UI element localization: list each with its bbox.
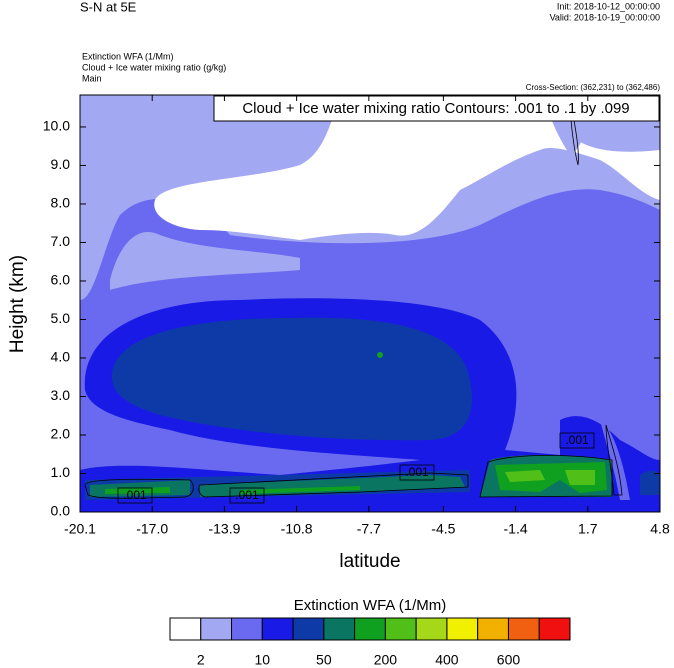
contour-label: .001 [405,465,429,479]
colorbar-swatch [261,617,294,641]
contour-info: Cloud + Ice water mixing ratio Contours:… [242,100,629,117]
x-tick-label: -13.9 [208,521,240,537]
y-tick-label: 6.0 [51,272,71,288]
y-tick-label: 3.0 [51,387,71,403]
info-box [213,95,660,122]
colorbar-title: Extinction WFA (1/Mm) [294,597,447,614]
x-tick-label: -10.8 [281,521,313,537]
x-tick-label: 4.8 [650,521,670,537]
colorbar-swatch [323,617,356,641]
y-tick-label: 8.0 [51,195,71,211]
field-label: Extinction WFA (1/Mm) [82,51,174,61]
y-tick-label: 7.0 [51,233,71,249]
colorbar-swatch [446,617,479,641]
colorbar-swatch [231,617,263,641]
colorbar-swatch [538,617,571,641]
colorbar-label: 200 [374,652,398,668]
y-axis-title: Height (km) [7,255,28,353]
colorbar-swatch [292,617,325,641]
plot-frame [79,94,661,513]
colorbar-label: 400 [435,652,459,668]
colorbar-label: 50 [316,652,332,668]
cross-section: Cross-Section: (362,231) to (362,486) [526,83,661,92]
colorbar-label: 10 [255,652,271,668]
x-tick-label: -17.0 [136,521,168,537]
contour-label: .001 [235,488,259,502]
colorbar-label: 600 [497,652,521,668]
y-tick-label: 4.0 [51,349,71,365]
x-tick-label: 1.7 [578,521,598,537]
contour-labels: .001 .001 .001 .001 [117,432,595,504]
colorbar-swatch [477,617,509,641]
x-tick-label: -7.7 [357,521,381,537]
contour-label: .001 [123,488,147,502]
y-tick-label: 9.0 [51,156,71,172]
field-label: Main [82,73,102,83]
colorbar-swatch [384,617,417,641]
chart-title: S-N at 5E [80,0,137,14]
field-label: Cloud + Ice water mixing ratio (g/kg) [82,62,226,72]
y-tick-label: 5.0 [51,310,71,326]
colorbar-swatch [415,617,448,641]
y-tick-label: 0.0 [51,503,71,519]
contour-fill [80,95,660,512]
y-tick-label: 1.0 [51,464,71,480]
y-tick-label: 2.0 [51,426,71,442]
x-tick-label: -20.1 [64,521,96,537]
colorbar-swatch [507,617,540,641]
colorbar-swatch [354,617,386,641]
colorbar-label: 2 [197,652,205,668]
colorbar-swatch [169,617,202,641]
x-tick-label: -4.5 [431,521,455,537]
x-axis-title: latitude [339,551,400,572]
contour-label: .001 [565,433,589,447]
x-tick-label: -1.4 [504,521,528,537]
init-time: Init: 2018-10-12_00:00:00 [557,1,660,11]
y-tick-label: 10.0 [43,118,70,134]
valid-time: Valid: 2018-10-19_00:00:00 [550,12,660,22]
colorbar-swatch [200,617,233,641]
